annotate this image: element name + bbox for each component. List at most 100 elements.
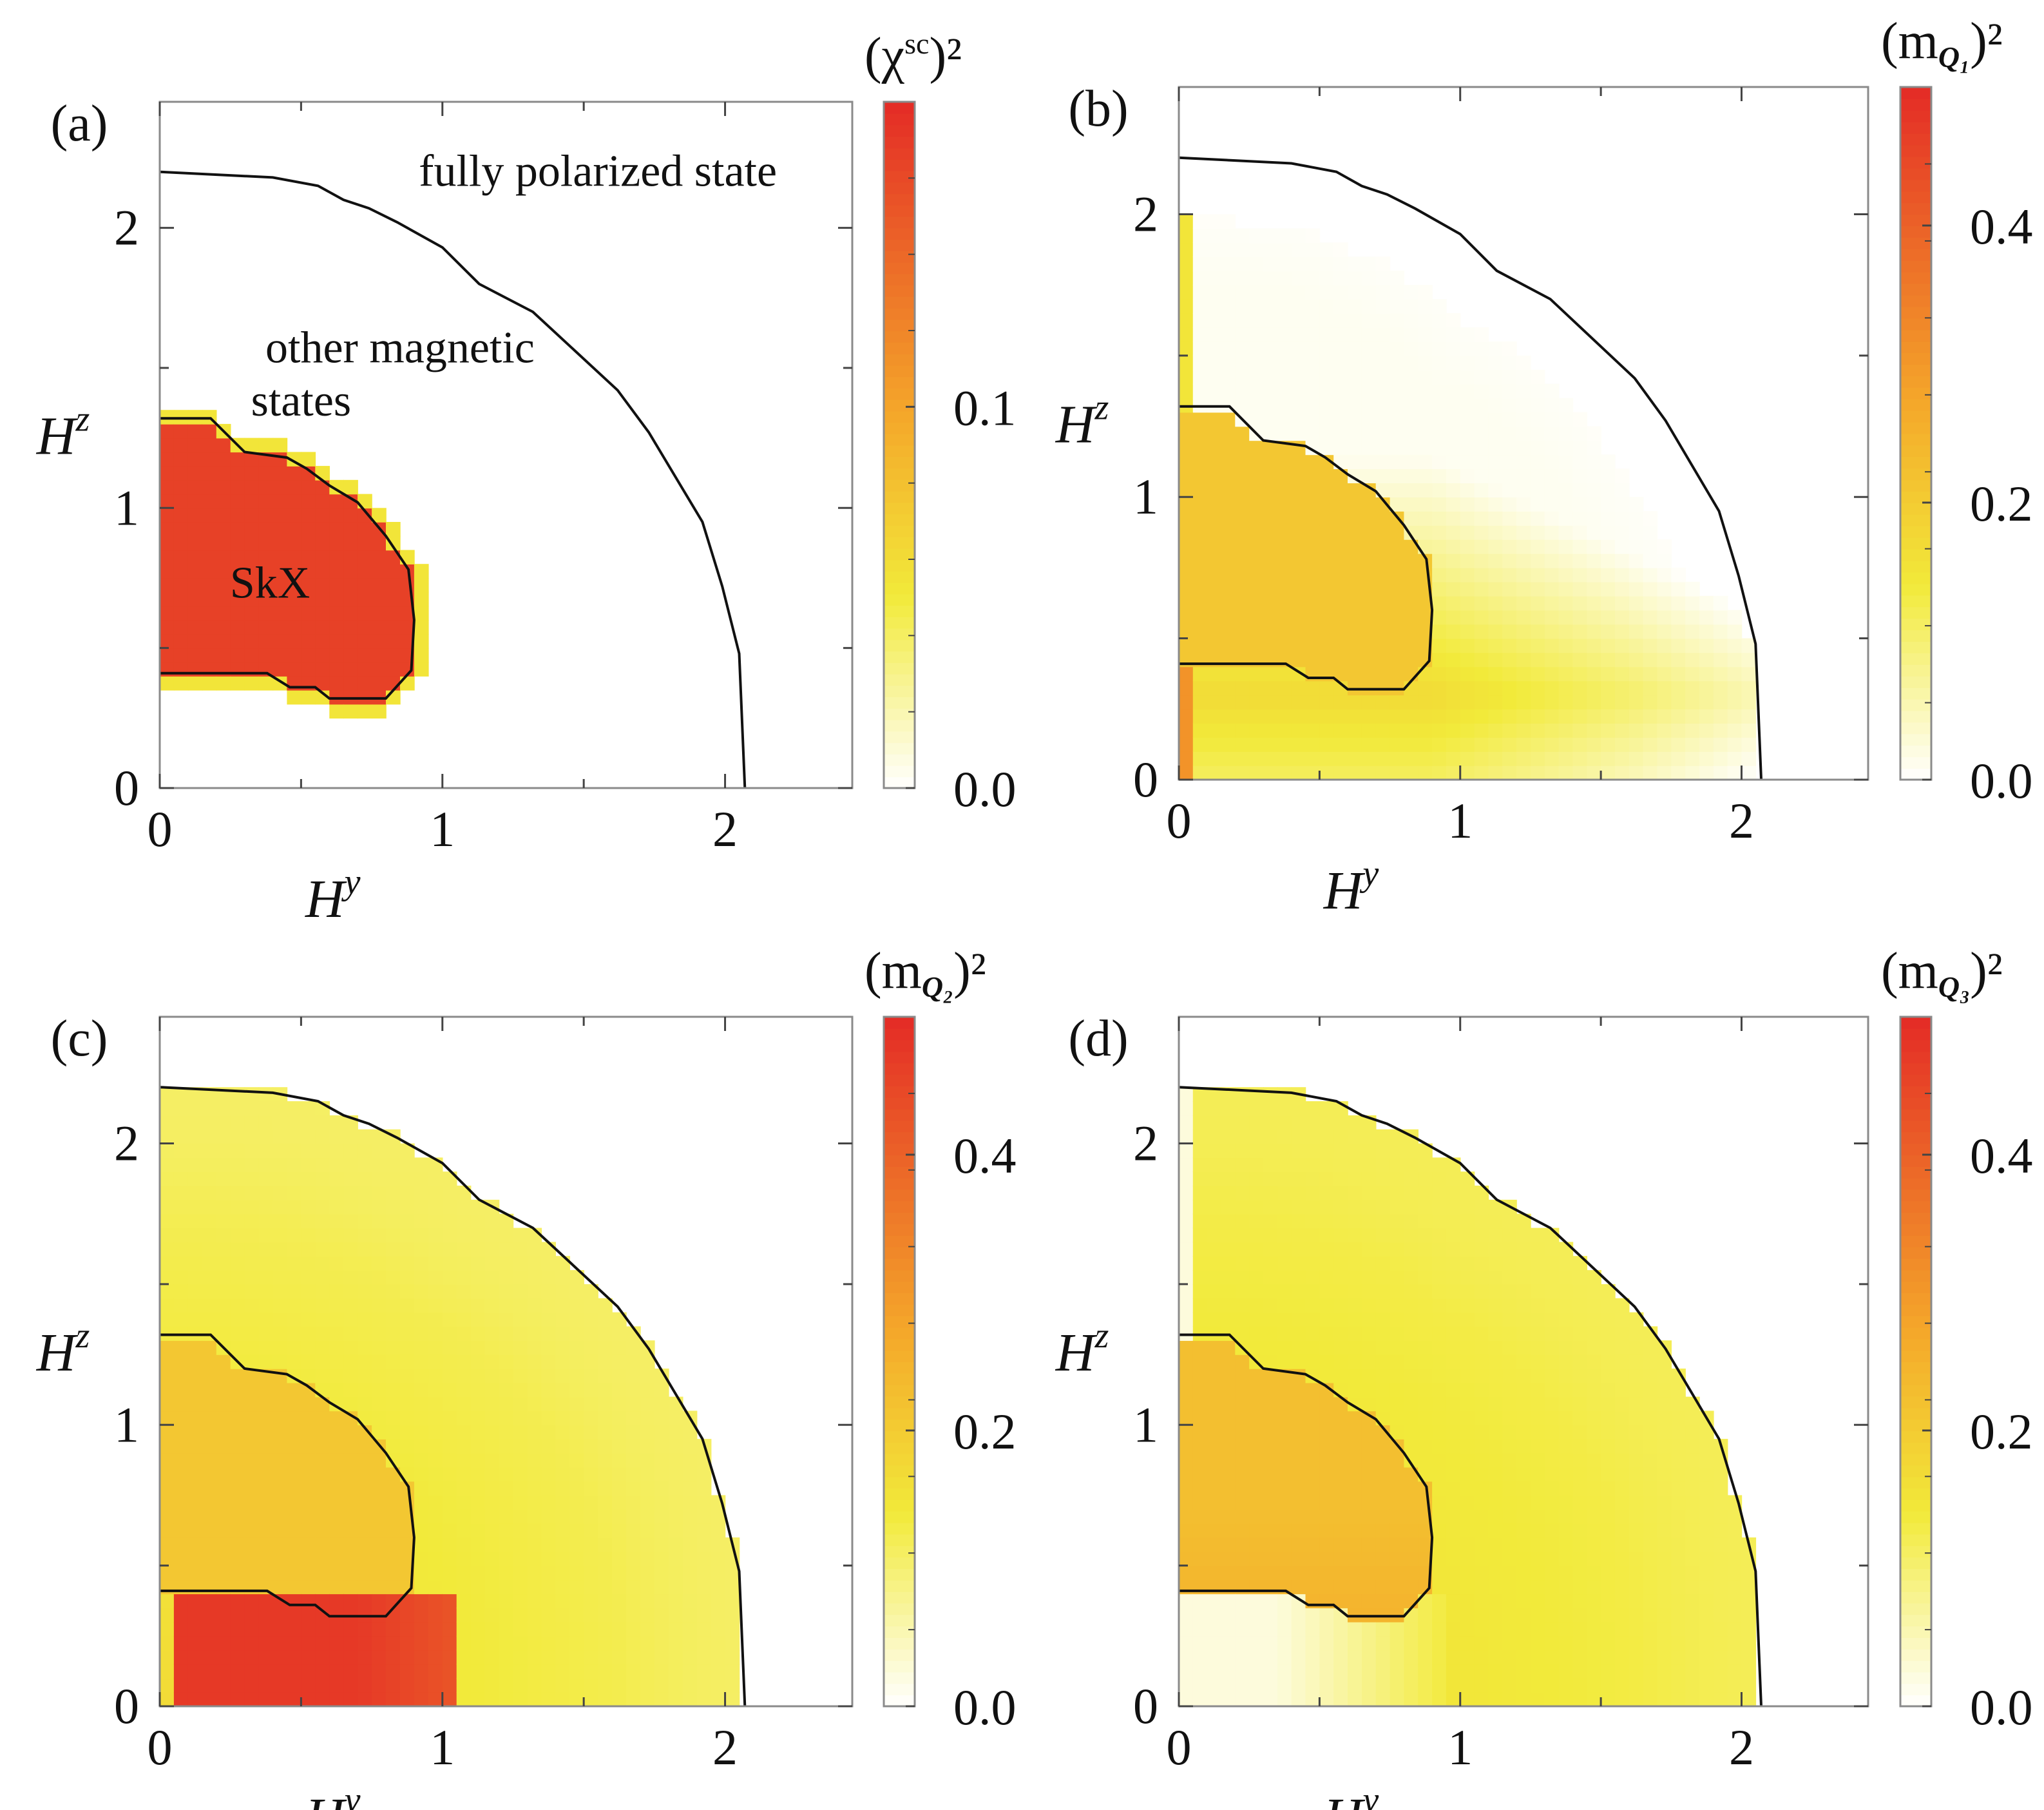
- y-axis-label: Hz: [1055, 1316, 1109, 1383]
- heatmap-cell: [442, 1368, 457, 1383]
- heatmap-cell: [1699, 1650, 1714, 1665]
- heatmap-cell: [343, 1213, 358, 1229]
- heatmap-cell: [258, 1087, 274, 1102]
- heatmap-cell: [1263, 299, 1278, 314]
- colorbar-segment: [884, 342, 915, 354]
- heatmap-cell: [386, 1157, 401, 1172]
- heatmap-cell: [612, 1650, 627, 1665]
- heatmap-cell: [428, 1270, 443, 1285]
- heatmap-cell: [1263, 313, 1278, 328]
- heatmap-cell: [1179, 511, 1194, 526]
- heatmap-cell: [343, 1326, 358, 1341]
- heatmap-cell: [1460, 497, 1475, 512]
- heatmap-cell: [1221, 468, 1236, 483]
- heatmap-cell: [484, 1565, 500, 1581]
- heatmap-cell: [1319, 1495, 1334, 1510]
- heatmap-cell: [428, 1326, 443, 1341]
- heatmap-cell: [301, 535, 316, 551]
- heatmap-cell: [555, 1622, 570, 1637]
- heatmap-cell: [1235, 1368, 1250, 1383]
- heatmap-cell: [1601, 1593, 1616, 1608]
- heatmap-cell: [1446, 327, 1461, 342]
- heatmap-cell: [343, 1551, 358, 1566]
- heatmap-cell: [1277, 1157, 1292, 1172]
- heatmap-cell: [400, 1523, 415, 1538]
- heatmap-cell: [258, 606, 274, 621]
- heatmap-cell: [202, 1565, 217, 1581]
- heatmap-cell: [1418, 1551, 1433, 1566]
- heatmap-cell: [527, 1650, 542, 1665]
- heatmap-cell: [1305, 1284, 1321, 1299]
- heatmap-cell: [1263, 539, 1278, 554]
- heatmap-cell: [1685, 1537, 1700, 1552]
- heatmap-cell: [315, 1396, 330, 1412]
- heatmap-cell: [428, 1410, 443, 1425]
- heatmap-cell: [202, 1228, 217, 1243]
- heatmap-cell: [1348, 554, 1362, 568]
- heatmap-cell: [1404, 1368, 1418, 1383]
- heatmap-cell: [470, 1650, 486, 1665]
- heatmap-cell: [1516, 1298, 1531, 1313]
- heatmap-cell: [1375, 1551, 1391, 1566]
- heatmap-cell: [1221, 1382, 1236, 1398]
- heatmap-cell: [1488, 1228, 1503, 1243]
- heatmap-cell: [1699, 1425, 1714, 1439]
- heatmap-cell: [1614, 1509, 1630, 1524]
- heatmap-cell: [1516, 454, 1531, 470]
- heatmap-cell: [1516, 1270, 1531, 1285]
- heatmap-cell: [1685, 1565, 1700, 1581]
- heatmap-cell: [696, 1692, 712, 1707]
- heatmap-cell: [1277, 1467, 1292, 1482]
- heatmap-cell: [456, 1410, 472, 1425]
- heatmap-cell: [1319, 271, 1334, 285]
- heatmap-cell: [1614, 483, 1630, 497]
- heatmap-cell: [1671, 1439, 1686, 1454]
- heatmap-cell: [1348, 1692, 1362, 1707]
- heatmap-cell: [1601, 723, 1616, 738]
- heatmap-cell: [1558, 1439, 1574, 1454]
- heatmap-cell: [1460, 426, 1475, 441]
- heatmap-cell: [1432, 554, 1447, 568]
- heatmap-cell: [612, 1608, 627, 1622]
- heatmap-cell: [1671, 1537, 1686, 1552]
- heatmap-cell: [1629, 581, 1644, 597]
- heatmap-cell: [1291, 1410, 1306, 1425]
- heatmap-cell: [1474, 327, 1489, 342]
- heatmap-cell: [216, 550, 231, 564]
- heatmap-cell: [386, 606, 401, 621]
- y-axis-label: Hz: [1055, 388, 1109, 455]
- heatmap-cell: [1263, 1213, 1278, 1229]
- heatmap-cell: [1221, 1256, 1236, 1271]
- heatmap-cell: [1277, 666, 1292, 682]
- heatmap-cell: [1544, 1298, 1560, 1313]
- heatmap-cell: [1614, 581, 1630, 597]
- heatmap-cell: [527, 1298, 542, 1313]
- heatmap-cell: [216, 1143, 231, 1159]
- heatmap-cell: [668, 1650, 683, 1665]
- heatmap-cell: [1333, 1186, 1348, 1200]
- heatmap-cell: [598, 1509, 613, 1524]
- heatmap-cell: [696, 1565, 712, 1581]
- heatmap-cell: [1361, 341, 1377, 356]
- heatmap-cell: [1249, 1467, 1264, 1482]
- heatmap-cell: [386, 1326, 401, 1341]
- heatmap-cell: [160, 578, 175, 593]
- heatmap-cell: [1361, 1199, 1377, 1215]
- heatmap-cell: [668, 1509, 683, 1524]
- heatmap-cell: [584, 1692, 598, 1707]
- heatmap-cell: [202, 1509, 217, 1524]
- heatmap-cell: [1629, 1452, 1644, 1468]
- heatmap-cell: [258, 1396, 274, 1412]
- heatmap-cell: [513, 1425, 528, 1439]
- heatmap-cell: [1544, 751, 1560, 766]
- heatmap-cell: [1291, 426, 1306, 441]
- heatmap-cell: [1192, 468, 1208, 483]
- heatmap-cell: [584, 1368, 598, 1383]
- heatmap-cell: [386, 1692, 401, 1707]
- colorbar-title-close: )²: [953, 943, 986, 999]
- heatmap-cell: [1249, 1143, 1264, 1159]
- heatmap-cell: [1404, 624, 1418, 639]
- heatmap-cell: [1544, 497, 1560, 512]
- heatmap-cell: [1629, 511, 1644, 526]
- heatmap-cell: [1221, 1593, 1236, 1608]
